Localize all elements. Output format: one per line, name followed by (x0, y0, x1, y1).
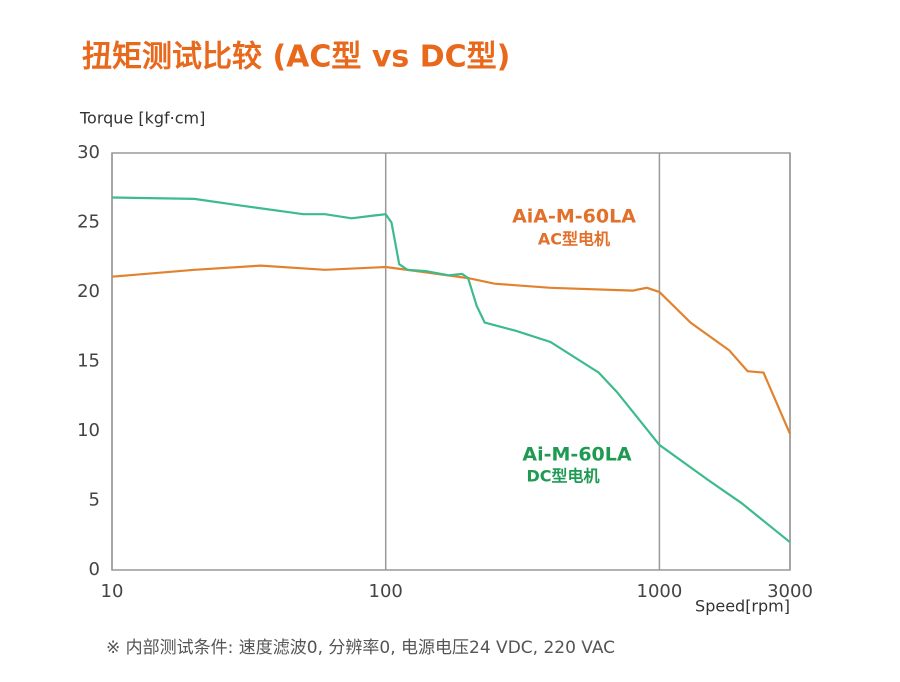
y-axis-label: Torque [kgf·cm] (79, 109, 205, 128)
x-tick-label: 3000 (767, 581, 813, 602)
y-tick-label: 0 (89, 559, 100, 580)
series-line (111, 196, 791, 544)
x-axis-label: Speed[rpm] (695, 597, 790, 616)
x-tick-label: 100 (369, 581, 403, 602)
y-tick-label: 30 (77, 142, 100, 163)
y-tick-label: 15 (77, 351, 100, 372)
footnote: ※ 内部测试条件: 速度滤波0, 分辨率0, 电源电压24 VDC, 220 V… (106, 638, 615, 658)
x-tick-label: 1000 (637, 581, 683, 602)
series-line (111, 264, 792, 435)
y-tick-label: 25 (77, 212, 100, 233)
series-name: Ai-M-60LA (522, 444, 631, 466)
y-tick-label: 5 (89, 490, 100, 511)
y-tick-label: 10 (77, 420, 100, 441)
chart-title: 扭矩测试比较 (AC型 vs DC型) (82, 40, 510, 75)
series-description: AC型电机 (538, 230, 610, 249)
y-tick-label: 20 (77, 281, 100, 302)
series-description: DC型电机 (526, 467, 599, 486)
plot-frame (111, 152, 791, 571)
x-tick-label: 10 (101, 581, 124, 602)
series-name: AiA-M-60LA (512, 206, 636, 228)
